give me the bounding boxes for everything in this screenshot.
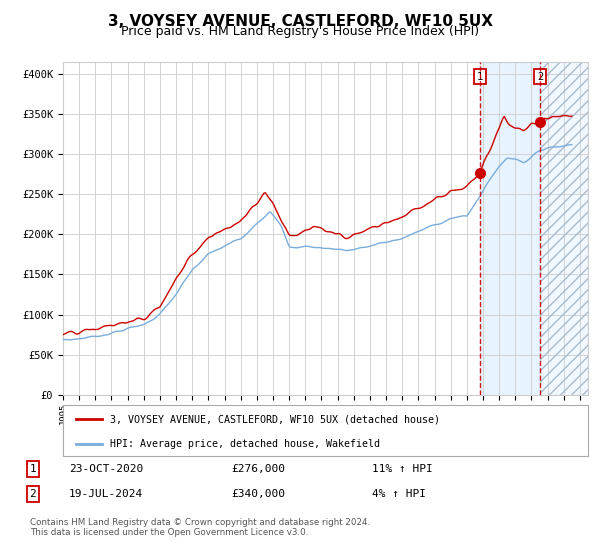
Text: 3, VOYSEY AVENUE, CASTLEFORD, WF10 5UX: 3, VOYSEY AVENUE, CASTLEFORD, WF10 5UX <box>107 14 493 29</box>
Text: 23-OCT-2020: 23-OCT-2020 <box>69 464 143 474</box>
Text: Contains HM Land Registry data © Crown copyright and database right 2024.
This d: Contains HM Land Registry data © Crown c… <box>30 518 370 538</box>
Text: Price paid vs. HM Land Registry's House Price Index (HPI): Price paid vs. HM Land Registry's House … <box>121 25 479 38</box>
Bar <box>480 62 540 395</box>
Text: £340,000: £340,000 <box>231 489 285 499</box>
Text: 19-JUL-2024: 19-JUL-2024 <box>69 489 143 499</box>
Text: 1: 1 <box>477 72 483 82</box>
Text: 2: 2 <box>537 72 544 82</box>
Text: 1: 1 <box>29 464 37 474</box>
Text: HPI: Average price, detached house, Wakefield: HPI: Average price, detached house, Wake… <box>110 438 380 449</box>
Text: £276,000: £276,000 <box>231 464 285 474</box>
Bar <box>540 62 588 395</box>
Bar <box>540 62 588 395</box>
Text: 4% ↑ HPI: 4% ↑ HPI <box>372 489 426 499</box>
Text: 11% ↑ HPI: 11% ↑ HPI <box>372 464 433 474</box>
Text: 2: 2 <box>29 489 37 499</box>
Text: 3, VOYSEY AVENUE, CASTLEFORD, WF10 5UX (detached house): 3, VOYSEY AVENUE, CASTLEFORD, WF10 5UX (… <box>110 414 440 424</box>
